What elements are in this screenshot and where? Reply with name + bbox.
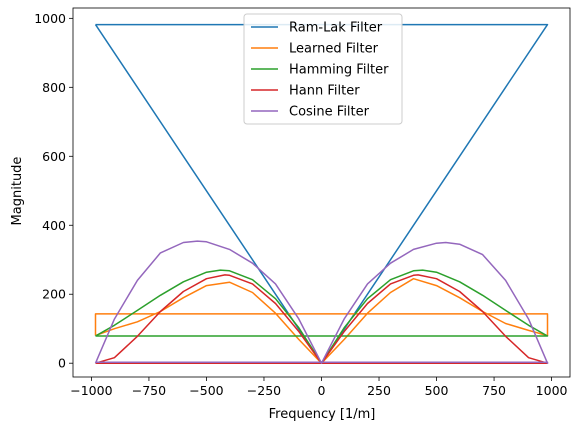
legend-label: Learned Filter — [289, 42, 379, 57]
series-line-learned-filter — [94, 277, 549, 364]
x-tick-label: 500 — [425, 383, 449, 398]
x-axis-label: Frequency [1/m] — [269, 407, 376, 422]
series-line-cosine-filter — [94, 240, 549, 364]
x-tick-label: −1000 — [70, 383, 112, 398]
x-tick-label: −250 — [247, 383, 281, 398]
y-axis-label: Magnitude — [10, 157, 25, 226]
legend-box — [243, 13, 403, 125]
series-line-ram-lak-filter — [94, 23, 549, 364]
y-tick-label: 0 — [58, 356, 66, 371]
x-tick-label: 250 — [367, 383, 391, 398]
y-tick-label: 200 — [42, 287, 66, 302]
series-line-hann-filter — [95, 274, 549, 364]
legend-label: Ram-Lak Filter — [289, 21, 383, 36]
y-tick-label: 400 — [42, 218, 66, 233]
legend-label: Hann Filter — [289, 84, 360, 99]
legend-label: Cosine Filter — [289, 105, 370, 120]
y-tick-label: 800 — [42, 80, 66, 95]
x-tick-label: 0 — [318, 383, 326, 398]
x-axis-ticks: −1000 −750 −500 −250 0 250 500 750 1000 — [70, 377, 568, 398]
x-tick-label: −500 — [189, 383, 223, 398]
legend-label: Hamming Filter — [289, 63, 389, 78]
plot-area — [72, 7, 571, 378]
legend: Ram-Lak Filter Learned Filter Hamming Filt… — [243, 13, 403, 125]
y-tick-label: 1000 — [34, 11, 66, 26]
x-tick-label: 1000 — [536, 383, 568, 398]
x-tick-label: −750 — [132, 383, 166, 398]
series-line-hamming-filter — [95, 269, 549, 364]
x-tick-label: 750 — [482, 383, 506, 398]
y-tick-label: 600 — [42, 149, 66, 164]
y-axis-ticks: 0 200 400 600 800 1000 — [34, 11, 73, 371]
